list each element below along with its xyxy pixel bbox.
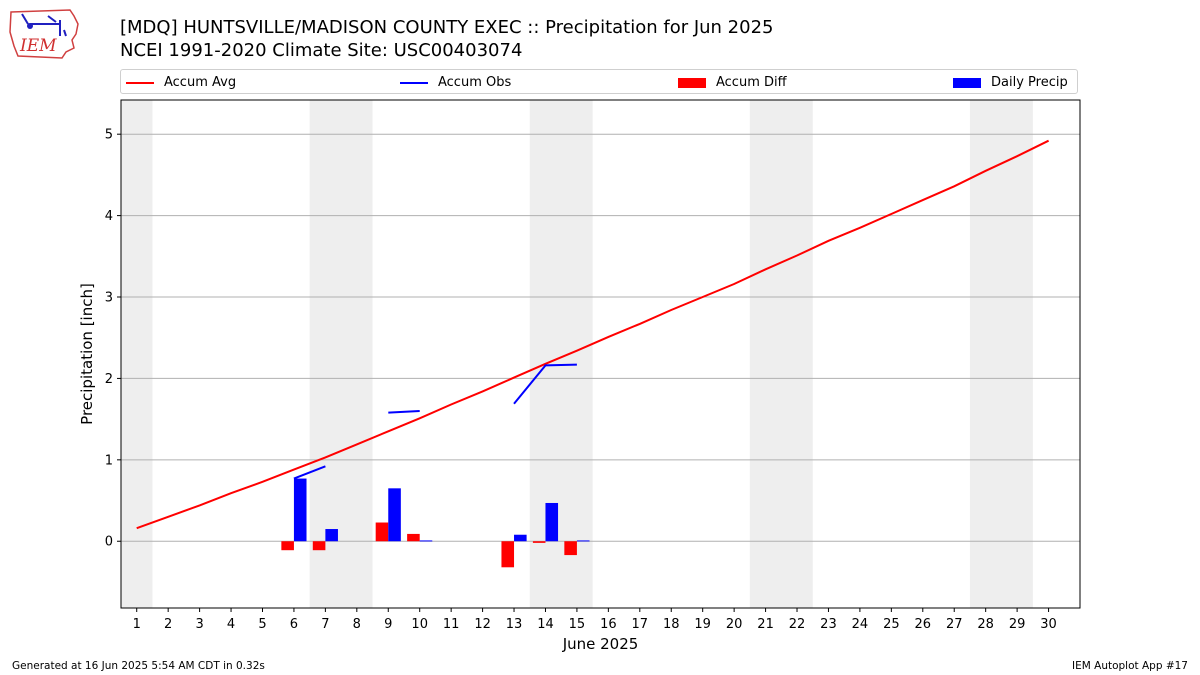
y-tick-label-4: 4	[105, 209, 113, 224]
x-tick-label-6: 6	[290, 617, 298, 632]
y-tick-label-0: 0	[105, 535, 113, 550]
chart-title: [MDQ] HUNTSVILLE/MADISON COUNTY EXEC :: …	[120, 17, 774, 38]
y-tick-label-2: 2	[105, 372, 113, 387]
y-axis-label: Precipitation [inch]	[78, 283, 96, 425]
weekend-band-3	[749, 100, 813, 608]
x-tick-label-3: 3	[195, 617, 203, 632]
x-tick-label-14: 14	[537, 617, 554, 632]
daily-precip-bar-day-13	[514, 534, 527, 542]
weekend-band-1	[309, 100, 373, 608]
accum-avg-line	[136, 139, 1050, 530]
accum-diff-bar-day-10	[407, 533, 420, 542]
x-tick-label-19: 19	[694, 617, 711, 632]
x-tick-label-10: 10	[411, 617, 428, 632]
x-tick-label-28: 28	[977, 617, 994, 632]
x-tick-label-26: 26	[915, 617, 932, 632]
daily-precip-bar-day-14	[545, 502, 559, 542]
x-tick-label-8: 8	[353, 617, 361, 632]
accum-obs-line-segment-1	[388, 410, 420, 414]
footer-generated-text: Generated at 16 Jun 2025 5:54 AM CDT in …	[12, 660, 265, 672]
accum-diff-bar-day-15	[564, 541, 577, 556]
x-tick-label-12: 12	[474, 617, 491, 632]
weekend-band-2	[529, 100, 593, 608]
x-tick-label-1: 1	[133, 617, 141, 632]
x-tick-label-22: 22	[789, 617, 806, 632]
x-tick-label-21: 21	[757, 617, 774, 632]
legend-item-daily-precip: Daily Precip	[953, 70, 1068, 95]
y-tick-label-1: 1	[105, 453, 113, 468]
x-tick-label-30: 30	[1040, 617, 1057, 632]
daily-precip-bar-day-7	[325, 529, 338, 542]
weekend-band-4	[969, 100, 1033, 608]
accum-obs-line-segment-2	[513, 363, 577, 405]
x-tick-label-2: 2	[164, 617, 172, 632]
legend-label-accum-avg: Accum Avg	[164, 75, 237, 90]
legend-label-daily-precip: Daily Precip	[991, 75, 1068, 90]
x-tick-label-15: 15	[569, 617, 586, 632]
plot-frame	[120, 99, 1081, 609]
daily-precip-bar-day-15	[576, 540, 590, 542]
daily-precip-bar-day-6	[293, 478, 307, 542]
x-tick-label-16: 16	[600, 617, 617, 632]
legend-label-accum-obs: Accum Obs	[438, 75, 512, 90]
accum-obs-line-segment-0	[293, 465, 326, 480]
accum-diff-bar-day-7	[312, 541, 326, 551]
x-tick-label-20: 20	[726, 617, 743, 632]
sun-dot-icon	[27, 23, 33, 29]
legend-item-accum-diff: Accum Diff	[678, 70, 787, 95]
logo-text: IEM	[19, 36, 57, 56]
weather-symbols-icon	[21, 13, 67, 37]
x-tick-label-24: 24	[852, 617, 869, 632]
x-tick-label-9: 9	[384, 617, 392, 632]
x-tick-label-27: 27	[946, 617, 963, 632]
y-tick-label-3: 3	[105, 291, 113, 306]
legend-swatch-accum-avg	[126, 81, 154, 84]
legend-item-accum-avg: Accum Avg	[126, 70, 236, 95]
legend-item-accum-obs: Accum Obs	[400, 70, 511, 95]
x-tick-label-23: 23	[820, 617, 837, 632]
y-tick-label-5: 5	[105, 128, 113, 143]
weekend-band-0	[121, 100, 153, 608]
x-axis-label: June 2025	[562, 635, 639, 653]
x-tick-label-13: 13	[506, 617, 523, 632]
accum-diff-bar-day-13	[501, 541, 515, 568]
legend-swatch-accum-obs	[400, 81, 428, 84]
x-tick-label-5: 5	[258, 617, 266, 632]
accum-diff-bar-day-14	[532, 541, 546, 543]
x-tick-label-25: 25	[883, 617, 900, 632]
iem-logo: IEM	[9, 9, 79, 59]
footer-app-text: IEM Autoplot App #17	[1072, 660, 1188, 672]
x-tick-label-17: 17	[632, 617, 649, 632]
legend-swatch-accum-diff	[678, 77, 706, 88]
daily-precip-bar-day-10	[419, 540, 433, 542]
legend-swatch-daily-precip	[953, 77, 981, 88]
x-tick-label-4: 4	[227, 617, 235, 632]
x-tick-label-11: 11	[443, 617, 460, 632]
x-tick-label-7: 7	[321, 617, 329, 632]
legend-label-accum-diff: Accum Diff	[716, 75, 787, 90]
x-tick-label-18: 18	[663, 617, 680, 632]
x-tick-label-29: 29	[1009, 617, 1026, 632]
chart-subtitle: NCEI 1991-2020 Climate Site: USC00403074	[120, 40, 523, 61]
chart-legend: Accum Avg Accum Obs Accum Diff Daily Pre…	[120, 69, 1078, 94]
daily-precip-bar-day-9	[388, 488, 401, 542]
accum-diff-bar-day-6	[281, 541, 294, 551]
accum-diff-bar-day-9	[375, 522, 389, 542]
